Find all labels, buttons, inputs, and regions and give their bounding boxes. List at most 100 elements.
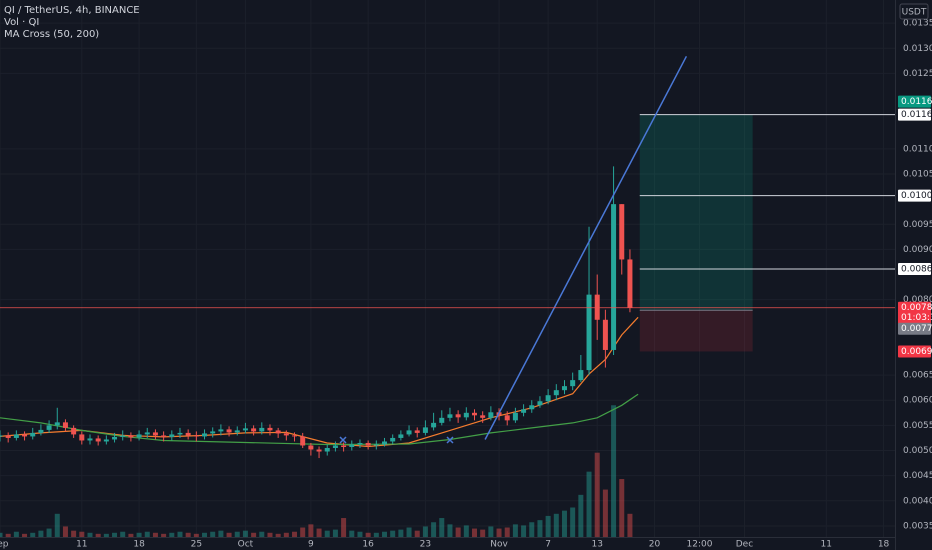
plot-area — [0, 55, 895, 537]
volume-bar — [226, 532, 232, 537]
candle-body — [512, 412, 518, 421]
volume-bar — [471, 528, 477, 537]
volume-bar — [611, 405, 617, 537]
candle-body — [341, 445, 347, 447]
volume-bar — [406, 527, 412, 537]
candle-body — [537, 401, 543, 406]
volume-bar — [390, 530, 396, 537]
volume-legend: Vol · QI — [4, 17, 39, 28]
x-tick-label: Oct — [238, 540, 254, 550]
volume-bar — [488, 526, 494, 537]
volume-bar — [136, 532, 142, 537]
cross-markers — [339, 436, 454, 444]
candle-body — [578, 370, 584, 381]
x-tick-label: 18 — [133, 540, 145, 550]
volume-bar — [5, 533, 11, 537]
volume-bar — [349, 530, 355, 537]
volume-bar — [463, 525, 469, 537]
candle-body — [619, 204, 625, 260]
candle-body — [611, 204, 617, 350]
volume-bar — [71, 530, 77, 537]
volume-bar — [341, 518, 347, 537]
volume-bar — [169, 532, 175, 537]
currency[interactable]: USDT — [902, 8, 927, 18]
currency-box[interactable] — [899, 3, 929, 20]
candle-body — [259, 427, 265, 432]
volume-bar — [30, 532, 36, 537]
volume-bar — [38, 530, 44, 537]
candle-body — [22, 434, 28, 437]
y-tick-label: 0.00350 — [903, 521, 932, 531]
volume-bar — [512, 524, 518, 537]
candle-body — [594, 294, 600, 320]
candle-body — [529, 405, 535, 410]
volume-bar — [332, 529, 338, 537]
x-tick-label: 11 — [76, 540, 87, 550]
volume-bar — [545, 515, 551, 537]
candle-body — [13, 434, 19, 438]
candle-body — [447, 414, 453, 418]
volume-bar — [496, 528, 502, 537]
line-price-label: 0.01007 — [901, 191, 932, 201]
symbol-title: QI / TetherUS, 4h, BINANCE — [4, 5, 140, 16]
candle-body — [218, 429, 224, 432]
stop-price-label: 0.00697 — [901, 347, 932, 357]
candle-body — [324, 448, 330, 452]
candle-body — [316, 449, 322, 452]
volume-bar — [177, 531, 183, 537]
candle-body — [267, 427, 273, 431]
candle-body — [62, 422, 68, 428]
x-tick-label: Nov — [490, 540, 508, 550]
candle-body — [226, 429, 232, 433]
target-price-label: 0.01168 — [901, 97, 932, 107]
volume-bar — [594, 452, 600, 537]
x-tick-label: Dec — [736, 540, 753, 550]
volume-bar — [602, 489, 608, 537]
x-tick-label: 20 — [649, 540, 661, 550]
candle-body — [332, 445, 338, 449]
candle-body — [357, 442, 363, 445]
volume-bar — [193, 533, 199, 537]
volume-bar — [529, 522, 535, 537]
volume-bar — [185, 532, 191, 537]
volume-bar — [382, 531, 388, 537]
candle-body — [308, 445, 314, 450]
candle-body — [422, 427, 428, 433]
countdown-label: 01:03:32 — [901, 313, 932, 323]
candle-body — [455, 414, 461, 418]
volume-bar — [324, 530, 330, 537]
volume-bar — [152, 532, 158, 537]
candle-body — [103, 439, 109, 442]
volume-bar — [422, 526, 428, 537]
candle-body — [390, 437, 396, 442]
x-tick-label: 13 — [591, 540, 602, 550]
candle-body — [128, 435, 134, 438]
volume-bar — [251, 532, 257, 537]
volume-bar — [578, 494, 584, 537]
candle-body — [210, 431, 216, 434]
indicator-legend: MA Cross (50, 200) — [4, 29, 99, 40]
volume-bar — [300, 527, 306, 537]
candle-body — [561, 386, 567, 391]
volume-bar — [283, 532, 289, 537]
volume-bar — [202, 532, 208, 537]
line-price-label-box — [898, 263, 931, 276]
x-tick-label: Sep — [0, 540, 9, 550]
volume-bar — [398, 529, 404, 537]
volume-bar — [54, 513, 60, 537]
volume-bar — [234, 531, 240, 537]
line-price-label-box — [898, 189, 931, 202]
candle-body — [586, 294, 592, 371]
candle-body — [398, 434, 404, 438]
